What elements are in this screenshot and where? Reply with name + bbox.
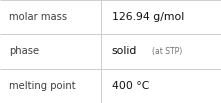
Text: 126.94 g/mol: 126.94 g/mol [112, 12, 184, 22]
Text: solid: solid [112, 46, 137, 57]
Text: (at STP): (at STP) [152, 47, 183, 56]
Text: phase: phase [9, 46, 39, 57]
Text: 400 °C: 400 °C [112, 81, 149, 91]
Text: molar mass: molar mass [9, 12, 67, 22]
Text: melting point: melting point [9, 81, 75, 91]
